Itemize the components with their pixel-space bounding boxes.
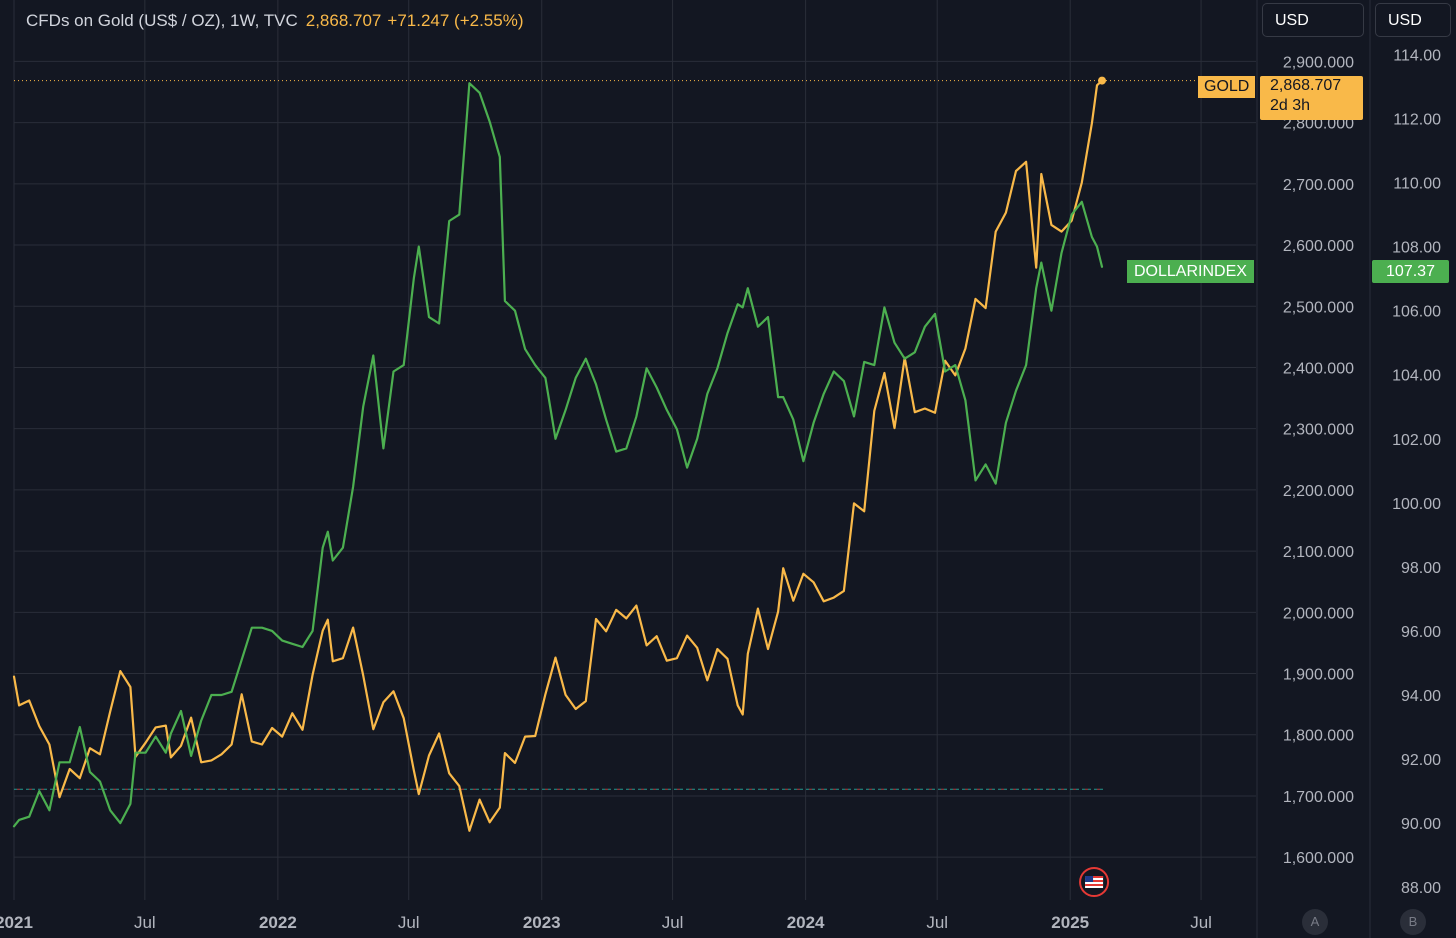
- gold-last-point: [1098, 76, 1107, 85]
- gold-series-label: GOLD: [1198, 76, 1256, 98]
- x-tick-label: Jul: [134, 913, 156, 932]
- last-price: 2,868.707: [305, 11, 382, 30]
- us-flag-icon: [1079, 867, 1110, 897]
- dxy-axis-tick: 104.00: [1392, 368, 1441, 385]
- dxy-series-label: DOLLARINDEX: [1127, 260, 1254, 283]
- gold-axis-tick: 1,900.000: [1283, 667, 1354, 684]
- gold-axis-tick: 2,400.000: [1283, 360, 1354, 377]
- dxy-axis-tick: 88.00: [1401, 880, 1441, 897]
- axis-ticks: 2021 Jul 2022 Jul 2023 Jul 2024 Jul 2025 Jul 1,600…: [0, 47, 1441, 932]
- x-tick-label: 2022: [259, 913, 297, 932]
- gold-axis-tick: 2,100.000: [1283, 544, 1354, 561]
- price-change: +71.247 (+2.55%): [387, 11, 524, 30]
- dxy-axis-tick: 106.00: [1392, 304, 1441, 321]
- gold-price-tag: 2,868.707 2d 3h: [1260, 76, 1363, 120]
- gold-series-line: [12, 79, 1104, 832]
- symbol-title[interactable]: CFDs on Gold (US$ / OZ), 1W, TVC: [26, 11, 298, 30]
- series-lines: [12, 76, 1110, 897]
- gold-axis-tick: 1,700.000: [1283, 789, 1354, 806]
- flag-canton: [1085, 876, 1094, 882]
- gold-axis-tick: 2,500.000: [1283, 299, 1354, 316]
- x-tick-label: 2023: [523, 913, 561, 932]
- flag-stripe: [1085, 884, 1104, 886]
- gold-axis-tick: 2,700.000: [1283, 177, 1354, 194]
- dxy-series-line: [12, 82, 1104, 828]
- dxy-axis-tick: 100.00: [1392, 496, 1441, 513]
- gold-axis-tick: 1,800.000: [1283, 728, 1354, 745]
- gold-price-value: 2,868.707: [1270, 77, 1342, 94]
- dxy-axis-tick: 102.00: [1392, 432, 1441, 449]
- auto-scale-button[interactable]: A: [1302, 909, 1328, 935]
- gold-currency-button[interactable]: USD: [1262, 3, 1364, 37]
- x-tick-label: Jul: [926, 913, 948, 932]
- gold-axis-tick: 2,200.000: [1283, 483, 1354, 500]
- dxy-axis-tick: 108.00: [1392, 240, 1441, 257]
- scale-b-button[interactable]: B: [1400, 909, 1426, 935]
- x-tick-label: Jul: [662, 913, 684, 932]
- gold-axis-tick: 2,600.000: [1283, 238, 1354, 255]
- dxy-axis-tick: 98.00: [1401, 560, 1441, 577]
- dxy-axis-tick: 110.00: [1393, 176, 1441, 193]
- dxy-price-tag: 107.37: [1372, 260, 1449, 283]
- dxy-axis-tick: 96.00: [1401, 624, 1441, 641]
- gold-countdown: 2d 3h: [1270, 97, 1311, 114]
- gold-axis-tick: 2,300.000: [1283, 422, 1354, 439]
- chart-legend: CFDs on Gold (US$ / OZ), 1W, TVC 2,868.70…: [26, 11, 524, 31]
- dxy-axis-tick: 112.00: [1393, 111, 1441, 128]
- dxy-axis-tick: 92.00: [1401, 752, 1441, 769]
- x-tick-label: Jul: [398, 913, 420, 932]
- chart-grid: [13, 0, 1371, 938]
- x-tick-label: 2025: [1051, 913, 1089, 932]
- dxy-currency-button[interactable]: USD: [1375, 3, 1451, 37]
- gold-axis-tick: 2,900.000: [1283, 54, 1354, 71]
- flag-stripe: [1085, 880, 1104, 882]
- x-tick-label: 2024: [787, 913, 825, 932]
- dxy-axis-tick: 114.00: [1393, 47, 1441, 64]
- reference-lines: [14, 80, 1256, 790]
- gold-axis-tick: 2,000.000: [1283, 605, 1354, 622]
- flag-stripe: [1085, 876, 1104, 878]
- gold-axis-tick: 1,600.000: [1283, 850, 1354, 867]
- x-tick-label: Jul: [1190, 913, 1212, 932]
- dxy-axis-tick: 90.00: [1401, 816, 1441, 833]
- x-tick-label: 2021: [0, 913, 33, 932]
- dxy-axis-tick: 94.00: [1401, 688, 1441, 705]
